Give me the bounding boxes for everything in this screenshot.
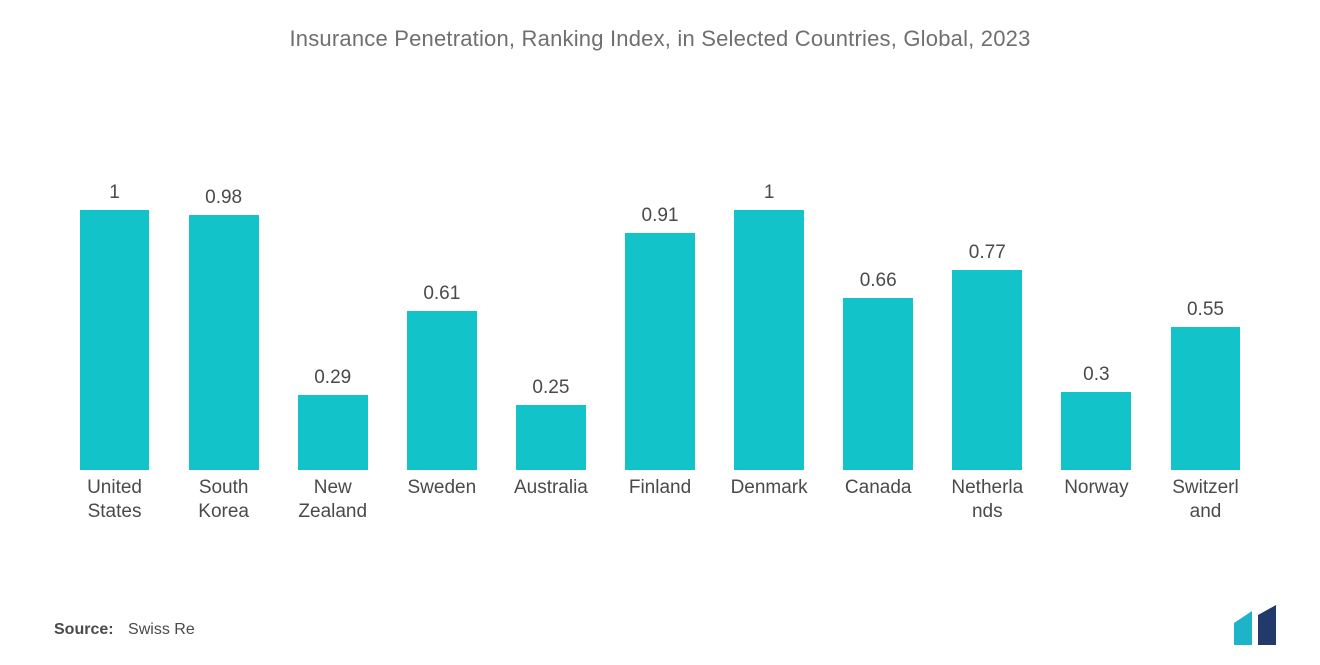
bar-value-label: 0.98: [205, 187, 242, 209]
bar-column: 1: [60, 180, 169, 470]
category-label: Sweden: [387, 476, 496, 524]
category-label: Switzerland: [1151, 476, 1260, 524]
source-value: Swiss Re: [128, 621, 195, 638]
bar-column: 0.98: [169, 180, 278, 470]
bar: [734, 210, 804, 470]
bar: [625, 233, 695, 470]
bar-column: 0.55: [1151, 180, 1260, 470]
bar-value-label: 0.3: [1083, 364, 1109, 386]
bar-column: 0.3: [1042, 180, 1151, 470]
bar-value-label: 0.66: [860, 270, 897, 292]
bar: [516, 405, 586, 470]
bar-chart: 1 0.98 0.29 0.61 0.25 0.91 1 0.66 0.77 0.3 0.55: [60, 180, 1260, 470]
bar-value-label: 1: [109, 182, 120, 204]
bar-column: 0.77: [933, 180, 1042, 470]
category-labels: UnitedStatesSouthKoreaNewZealandSwedenAu…: [60, 476, 1260, 524]
chart-title: Insurance Penetration, Ranking Index, in…: [0, 0, 1320, 52]
category-label: Denmark: [715, 476, 824, 524]
bar: [407, 311, 477, 470]
category-label: Netherlands: [933, 476, 1042, 524]
bar-value-label: 0.77: [969, 242, 1006, 264]
bar: [298, 395, 368, 470]
bar-column: 0.91: [605, 180, 714, 470]
bar-value-label: 1: [764, 182, 775, 204]
category-label: NewZealand: [278, 476, 387, 524]
bar-value-label: 0.91: [642, 205, 679, 227]
bar-column: 0.29: [278, 180, 387, 470]
bar-value-label: 0.25: [532, 377, 569, 399]
bar-column: 1: [715, 180, 824, 470]
bar: [80, 210, 150, 470]
category-label: Canada: [824, 476, 933, 524]
bar: [1171, 327, 1241, 470]
bar-value-label: 0.29: [314, 367, 351, 389]
bar: [189, 215, 259, 470]
category-label: UnitedStates: [60, 476, 169, 524]
brand-logo: [1230, 605, 1288, 645]
bar: [952, 270, 1022, 470]
source-footer: Source: Swiss Re: [54, 621, 195, 639]
category-label: SouthKorea: [169, 476, 278, 524]
bar: [1061, 392, 1131, 470]
bar-value-label: 0.55: [1187, 299, 1224, 321]
bar: [843, 298, 913, 470]
bar-column: 0.25: [496, 180, 605, 470]
category-label: Finland: [605, 476, 714, 524]
source-label: Source:: [54, 621, 114, 638]
category-label: Australia: [496, 476, 605, 524]
bar-column: 0.61: [387, 180, 496, 470]
bar-column: 0.66: [824, 180, 933, 470]
category-label: Norway: [1042, 476, 1151, 524]
bar-value-label: 0.61: [423, 283, 460, 305]
